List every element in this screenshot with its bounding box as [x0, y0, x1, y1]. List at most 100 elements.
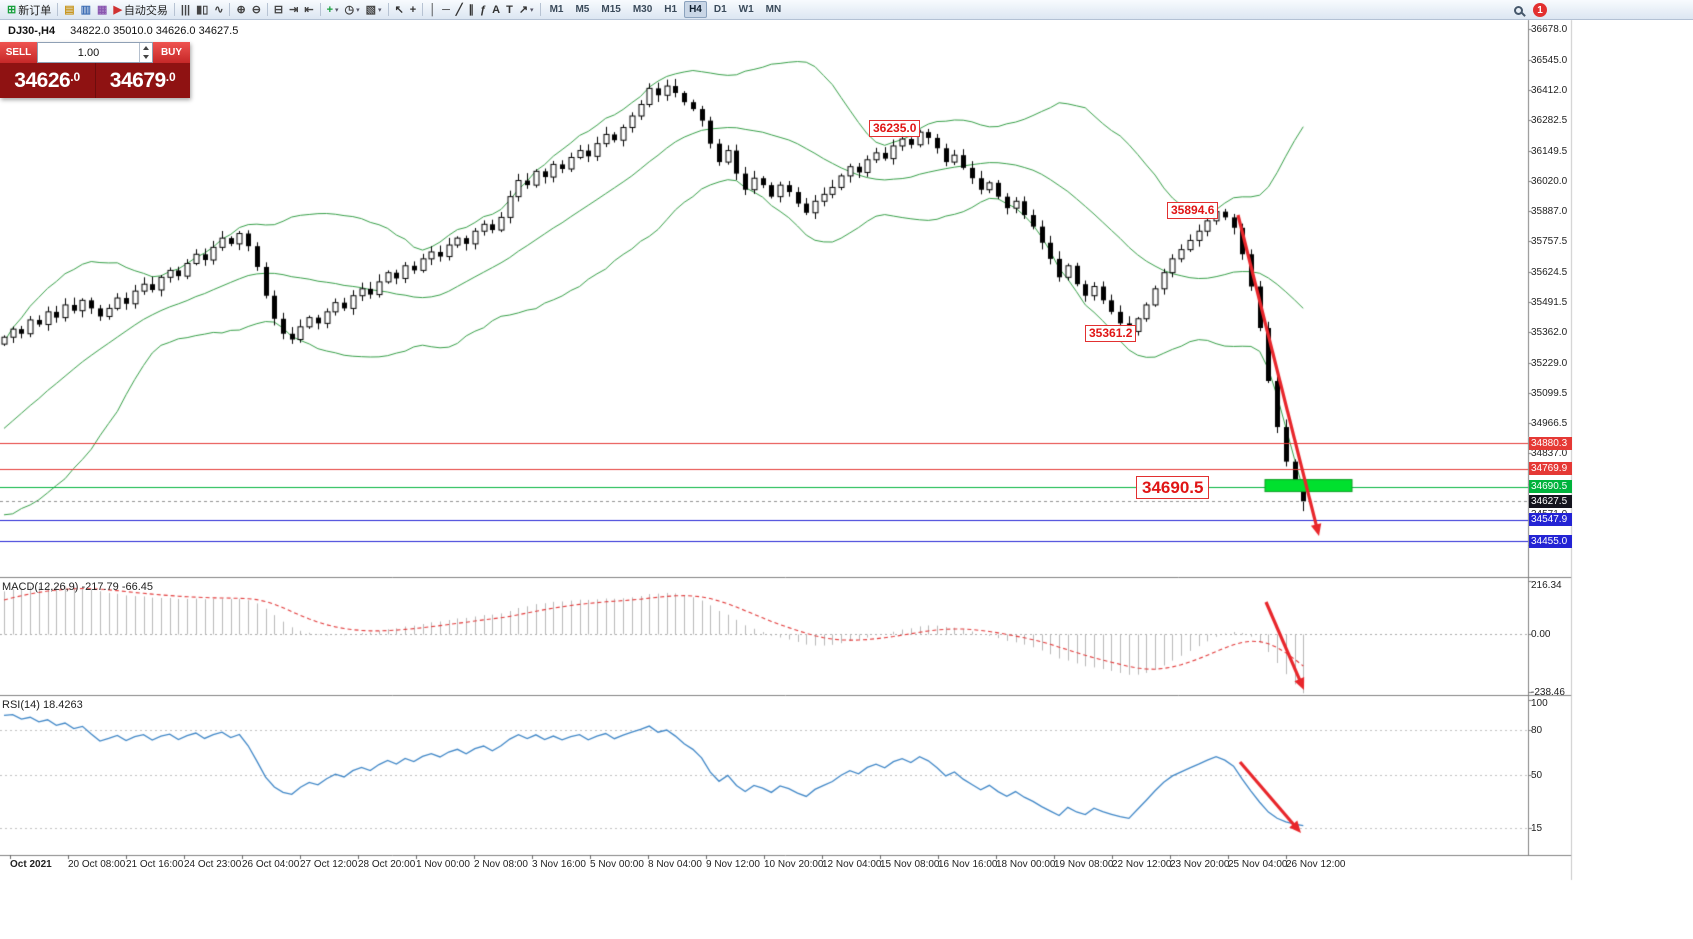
data-window-icon[interactable]: ▥ [78, 2, 94, 18]
time-axis-label: 16 Nov 16:00 [938, 859, 998, 870]
market-watch-icon[interactable]: ▤ [61, 2, 77, 18]
toolbar-right: 1 [1514, 3, 1547, 17]
time-axis-label: 24 Oct 23:00 [184, 859, 242, 870]
navigator-icon[interactable]: ▦ [94, 2, 110, 18]
time-axis-label: 18 Nov 00:00 [996, 859, 1056, 870]
fibonacci-icon[interactable]: ƒ [477, 2, 489, 18]
templates-icon[interactable]: ▧ ▾ [363, 2, 385, 18]
triangle-down-icon [143, 55, 149, 60]
price-axis-label: 34966.5 [1531, 418, 1568, 430]
text-label-icon: T [506, 3, 513, 16]
rsi-scale-label: 50 [1531, 770, 1543, 781]
time-axis-label: 10 Nov 20:00 [764, 859, 824, 870]
auto-scroll-icon[interactable]: ⇥ [286, 2, 301, 18]
timeframe-mn-button[interactable]: MN [765, 4, 782, 15]
time-axis-label: 9 Nov 12:00 [706, 859, 760, 870]
timeframe-m30-button[interactable]: M30 [632, 4, 653, 15]
trendline-icon[interactable]: ╱ [453, 2, 466, 18]
zoom-in-icon[interactable]: ⊕ [233, 2, 248, 18]
chart-shift-icon[interactable]: ⇤ [301, 2, 316, 18]
search-icon[interactable] [1514, 5, 1523, 15]
price-axis-label: 36545.0 [1531, 54, 1568, 66]
text-icon: A [492, 3, 501, 16]
horizontal-line-icon[interactable]: ─ [439, 2, 453, 18]
rsi-scale-label: 100 [1531, 698, 1548, 709]
sell-price[interactable]: 34626 .0 [0, 63, 95, 98]
price-annotation-label[interactable]: 35894.6 [1167, 202, 1219, 219]
volume-increase-button[interactable] [140, 43, 152, 53]
candlestick-chart-icon[interactable]: ▮▯ [193, 2, 211, 18]
text-label-icon[interactable]: T [503, 2, 516, 18]
timeframe-d1-button[interactable]: D1 [713, 4, 727, 15]
price-annotation-label[interactable]: 36235.0 [869, 120, 921, 137]
fibonacci-icon: ƒ [480, 3, 487, 16]
price-annotation-label[interactable]: 34690.5 [1136, 476, 1210, 499]
bar-chart-icon: ||| [180, 3, 191, 16]
toolbar-separator [319, 3, 321, 16]
price-annotation-label[interactable]: 35361.2 [1085, 325, 1137, 342]
buy-price[interactable]: 34679 .0 [96, 63, 191, 98]
price-axis-label: 35624.5 [1531, 266, 1568, 278]
time-axis-label: 3 Nov 16:00 [532, 859, 586, 870]
autotrading-icon[interactable]: ▶ 自动交易 [110, 1, 170, 19]
price-axis-label: 34837.0 [1531, 448, 1568, 460]
time-axis-label: 1 Nov 00:00 [416, 859, 470, 870]
price-axis-label: 35362.0 [1531, 327, 1568, 339]
line-chart-icon: ∿ [214, 3, 224, 16]
macd-scale-label: -238.46 [1531, 687, 1565, 698]
toolbar: ⊞ 新订单 ▤ ▥ ▦ ▶ 自动交易 ||| ▮▯ ∿ ⊕ ⊖ ⊟ ⇥ ⇤ + ▾ ◷ ▾ ▧ ▾ ↖ + │ ─ ╱ ∥ ƒ A T ↗ ▾… [0, 0, 1693, 20]
timeframe-m15-button[interactable]: M15 [601, 4, 621, 15]
candlestick-chart-icon: ▮▯ [196, 3, 209, 16]
time-axis-label: 26 Nov 12:00 [1286, 859, 1346, 870]
volume-field[interactable]: 1.00 [37, 42, 153, 63]
new-order-icon[interactable]: ⊞ 新订单 [4, 1, 54, 19]
volume-stepper[interactable] [139, 43, 152, 62]
vertical-line-icon: │ [429, 3, 437, 16]
arrows-icon[interactable]: ↗ ▾ [516, 2, 537, 18]
time-axis-label: 8 Nov 04:00 [648, 859, 702, 870]
crosshair-icon[interactable]: + [407, 2, 419, 18]
periods-icon[interactable]: ◷ ▾ [342, 2, 363, 18]
notification-badge[interactable]: 1 [1533, 3, 1547, 17]
channel-icon[interactable]: ∥ [466, 2, 478, 18]
autotrading-icon: ▶ [113, 3, 122, 16]
price-axis-label: 35229.0 [1531, 357, 1568, 369]
zoom-out-icon[interactable]: ⊖ [249, 2, 264, 18]
timeframe-m1-button[interactable]: M1 [549, 4, 564, 15]
volume-decrease-button[interactable] [140, 53, 152, 63]
price-axis-label: 36412.0 [1531, 85, 1568, 97]
rsi-scale-label: 15 [1531, 822, 1543, 834]
volume-value[interactable]: 1.00 [77, 46, 100, 59]
tile-windows-icon[interactable]: ⊟ [271, 2, 286, 18]
autotrading-label: 自动交易 [123, 4, 168, 17]
indicators-icon[interactable]: + ▾ [324, 2, 342, 18]
price-axis-label: 35099.5 [1531, 387, 1568, 399]
price-divider [94, 63, 96, 98]
horizontal-line-icon: ─ [442, 3, 450, 16]
bar-chart-icon[interactable]: ||| [178, 2, 193, 18]
cursor-icon[interactable]: ↖ [392, 2, 407, 18]
text-icon[interactable]: A [489, 2, 503, 18]
ohlc-values: 34822.0 35010.0 34626.0 34627.5 [70, 25, 239, 37]
indicators-icon: + [326, 3, 333, 16]
time-axis-label: 12 Nov 04:00 [822, 859, 882, 870]
timeframe-w1-button[interactable]: W1 [738, 4, 754, 15]
sell-price-frac: .0 [70, 69, 81, 84]
price-level-badge: 34769.9 [1529, 462, 1572, 476]
timeframe-m5-button[interactable]: M5 [575, 4, 590, 15]
sell-price-main: 34626 [14, 68, 71, 92]
timeframe-h1-button[interactable]: H1 [664, 4, 678, 15]
time-axis-label: 26 Oct 04:00 [242, 859, 300, 870]
vertical-line-icon[interactable]: │ [426, 2, 439, 18]
navigator-icon: ▦ [97, 3, 108, 16]
price-axis-label: 36678.0 [1531, 23, 1568, 35]
arrows-icon: ↗ [518, 3, 529, 16]
sell-button[interactable]: SELL [0, 42, 37, 63]
timeframe-h4-button[interactable]: H4 [684, 1, 707, 18]
buy-button[interactable]: BUY [153, 42, 190, 63]
symbol-period-label: DJ30-,H4 [8, 25, 56, 37]
price-level-badge: 34547.9 [1529, 513, 1572, 527]
price-axis-label: 36149.5 [1531, 145, 1568, 157]
line-chart-icon[interactable]: ∿ [211, 2, 226, 18]
